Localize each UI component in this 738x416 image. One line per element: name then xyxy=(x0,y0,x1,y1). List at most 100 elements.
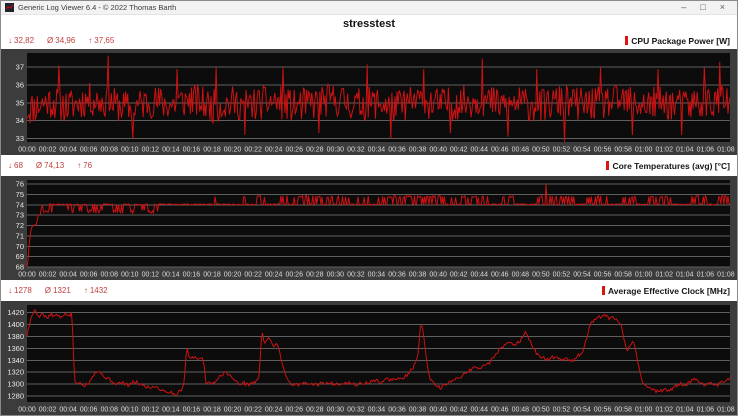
x-axis-tick-label: 00:42 xyxy=(450,147,468,154)
stat-avg-value: 74,13 xyxy=(44,161,65,170)
x-axis-tick-label: 00:28 xyxy=(306,272,324,279)
x-axis-tick-label: 00:16 xyxy=(183,407,201,414)
x-axis-tick-label: 00:14 xyxy=(162,407,180,414)
close-button[interactable]: × xyxy=(719,2,725,12)
chart-stats: ↓ 1278 Ø 1321 ↑ 1432 xyxy=(8,286,108,295)
x-axis-tick-label: 00:42 xyxy=(450,407,468,414)
x-axis-tick-label: 00:24 xyxy=(265,147,283,154)
y-axis-tick-label: 69 xyxy=(16,252,24,261)
x-axis-tick-label: 00:54 xyxy=(573,147,591,154)
stat-avg-value: 34,96 xyxy=(55,36,76,45)
y-axis-tick-label: 33 xyxy=(16,134,24,143)
x-axis-tick-label: 00:22 xyxy=(244,272,262,279)
chart-stats: ↓ 68 Ø 74,13 ↑ 76 xyxy=(8,161,92,170)
legend-color-bar xyxy=(606,161,610,170)
x-axis-tick-label: 00:10 xyxy=(121,272,139,279)
x-axis-tick-label: 00:02 xyxy=(39,272,57,279)
minimize-button[interactable]: – xyxy=(681,2,687,12)
x-axis-tick-label: 00:26 xyxy=(285,407,303,414)
data-series-line xyxy=(26,184,731,268)
stat-min-value: 32,82 xyxy=(14,36,35,45)
x-axis-tick-label: 00:22 xyxy=(244,147,262,154)
x-axis-tick-label: 00:38 xyxy=(409,272,427,279)
x-axis-tick-label: 00:36 xyxy=(388,407,406,414)
legend-color-bar xyxy=(601,286,605,295)
x-axis-tick-label: 00:10 xyxy=(121,407,139,414)
stat-max-value: 37,65 xyxy=(94,36,115,45)
x-axis-tick-label: 00:28 xyxy=(306,147,324,154)
stat-max-value: 76 xyxy=(83,161,93,170)
y-axis-tick-label: 1380 xyxy=(7,332,24,341)
series-legend: Average Effective Clock [MHz] xyxy=(601,286,730,296)
x-axis-tick-label: 00:14 xyxy=(162,147,180,154)
x-axis-tick-label: 00:44 xyxy=(470,147,488,154)
x-axis-tick-label: 00:32 xyxy=(347,147,365,154)
y-axis-tick-label: 74 xyxy=(16,200,24,209)
x-axis-tick-label: 00:58 xyxy=(614,407,632,414)
x-axis-tick-label: 00:18 xyxy=(203,147,221,154)
x-axis-tick-label: 00:46 xyxy=(491,147,509,154)
stat-avg: Ø 74,13 xyxy=(36,161,64,170)
stat-max: ↑ 37,65 xyxy=(88,36,114,45)
x-axis-tick-label: 00:30 xyxy=(327,272,345,279)
x-axis-tick-label: 01:06 xyxy=(697,272,715,279)
max-arrow-icon: ↑ xyxy=(83,286,88,295)
x-axis-tick-label: 00:46 xyxy=(491,272,509,279)
x-axis-tick-label: 01:06 xyxy=(697,407,715,414)
x-axis-tick-label: 00:48 xyxy=(512,407,530,414)
y-axis-tick-label: 34 xyxy=(16,116,24,125)
chart-stats: ↓ 32,82 Ø 34,96 ↑ 37,65 xyxy=(8,36,114,45)
x-axis-tick-label: 01:02 xyxy=(655,147,673,154)
data-series-line xyxy=(26,55,731,142)
x-axis-tick-label: 00:32 xyxy=(347,272,365,279)
x-axis-tick-label: 00:50 xyxy=(532,147,550,154)
x-axis-tick-label: 00:04 xyxy=(59,147,77,154)
x-axis-tick-label: 00:38 xyxy=(409,147,427,154)
cpu-package-power-chart[interactable]: 33 34 35 36 37 00:00 00:02 00:04 00:06 00:08 00:10… xyxy=(1,49,737,155)
x-axis-tick-label: 01:08 xyxy=(717,147,735,154)
series-legend: Core Temperatures (avg) [°C] xyxy=(606,161,730,171)
app-icon[interactable] xyxy=(5,3,14,12)
chart-block-average-effective-clock: ↓ 1278 Ø 1321 ↑ 1432 Average Effective Cloc… xyxy=(1,280,737,415)
stat-avg-value: 1321 xyxy=(53,286,71,295)
y-axis-tick-label: 37 xyxy=(16,63,24,72)
x-axis-tick-label: 01:00 xyxy=(635,147,653,154)
x-axis-tick-label: 00:12 xyxy=(142,407,160,414)
x-axis-tick-label: 00:36 xyxy=(388,272,406,279)
x-axis-tick-label: 00:18 xyxy=(203,407,221,414)
y-axis-tick-label: 1300 xyxy=(7,380,24,389)
y-axis-tick-label: 75 xyxy=(16,190,24,199)
chart-header-row: ↓ 32,82 Ø 34,96 ↑ 37,65 CPU Package Power [… xyxy=(1,32,737,49)
chart-panel: 1280 1300 1320 1340 1360 1380 1400 1420 00:00 00:… xyxy=(1,301,737,415)
x-axis-tick-label: 00:02 xyxy=(39,407,57,414)
x-axis-tick-label: 00:34 xyxy=(368,272,386,279)
x-axis-tick-label: 00:06 xyxy=(80,147,98,154)
stat-min: ↓ 68 xyxy=(8,161,23,170)
y-axis-tick-label: 36 xyxy=(16,81,24,90)
x-axis-tick-label: 00:00 xyxy=(18,407,36,414)
x-axis-tick-label: 00:32 xyxy=(347,407,365,414)
x-axis-tick-label: 00:24 xyxy=(265,407,283,414)
series-legend: CPU Package Power [W] xyxy=(625,36,730,46)
x-axis-tick-label: 01:00 xyxy=(635,407,653,414)
x-axis-tick-label: 00:30 xyxy=(327,147,345,154)
min-arrow-icon: ↓ xyxy=(8,36,12,45)
window-title: Generic Log Viewer 6.4 - © 2022 Thomas B… xyxy=(18,3,177,12)
x-axis-tick-label: 00:40 xyxy=(429,272,447,279)
plot-area[interactable] xyxy=(27,180,730,267)
x-axis-tick-label: 00:34 xyxy=(368,147,386,154)
min-arrow-icon: ↓ xyxy=(8,286,12,295)
maximize-button[interactable]: □ xyxy=(700,2,706,12)
plot-area[interactable] xyxy=(27,305,730,402)
x-axis-tick-label: 01:08 xyxy=(717,272,735,279)
x-axis-tick-label: 00:06 xyxy=(80,407,98,414)
x-axis-tick-label: 00:08 xyxy=(100,147,118,154)
page-title: stresstest xyxy=(343,17,395,30)
titlebar: Generic Log Viewer 6.4 - © 2022 Thomas B… xyxy=(1,1,737,15)
average-icon: Ø xyxy=(47,36,54,45)
stat-min-value: 68 xyxy=(14,161,23,170)
data-series-line xyxy=(26,309,731,397)
